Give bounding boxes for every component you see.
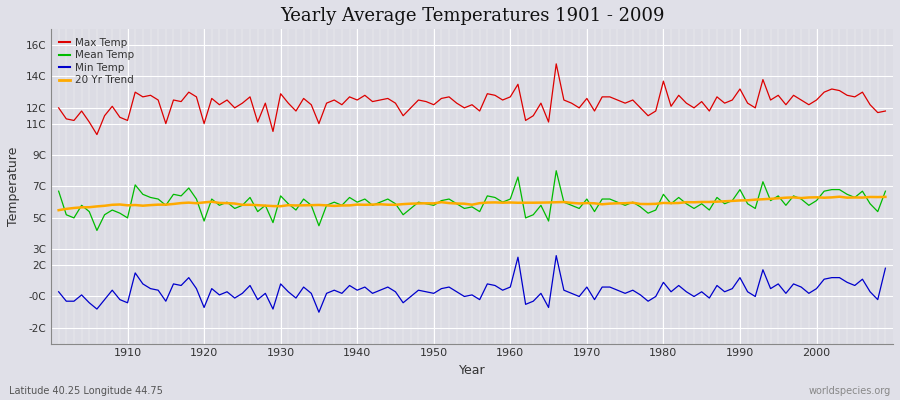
X-axis label: Year: Year [459, 364, 485, 377]
Text: worldspecies.org: worldspecies.org [809, 386, 891, 396]
Title: Yearly Average Temperatures 1901 - 2009: Yearly Average Temperatures 1901 - 2009 [280, 7, 664, 25]
Y-axis label: Temperature: Temperature [7, 147, 20, 226]
Text: Latitude 40.25 Longitude 44.75: Latitude 40.25 Longitude 44.75 [9, 386, 163, 396]
Legend: Max Temp, Mean Temp, Min Temp, 20 Yr Trend: Max Temp, Mean Temp, Min Temp, 20 Yr Tre… [56, 34, 137, 88]
